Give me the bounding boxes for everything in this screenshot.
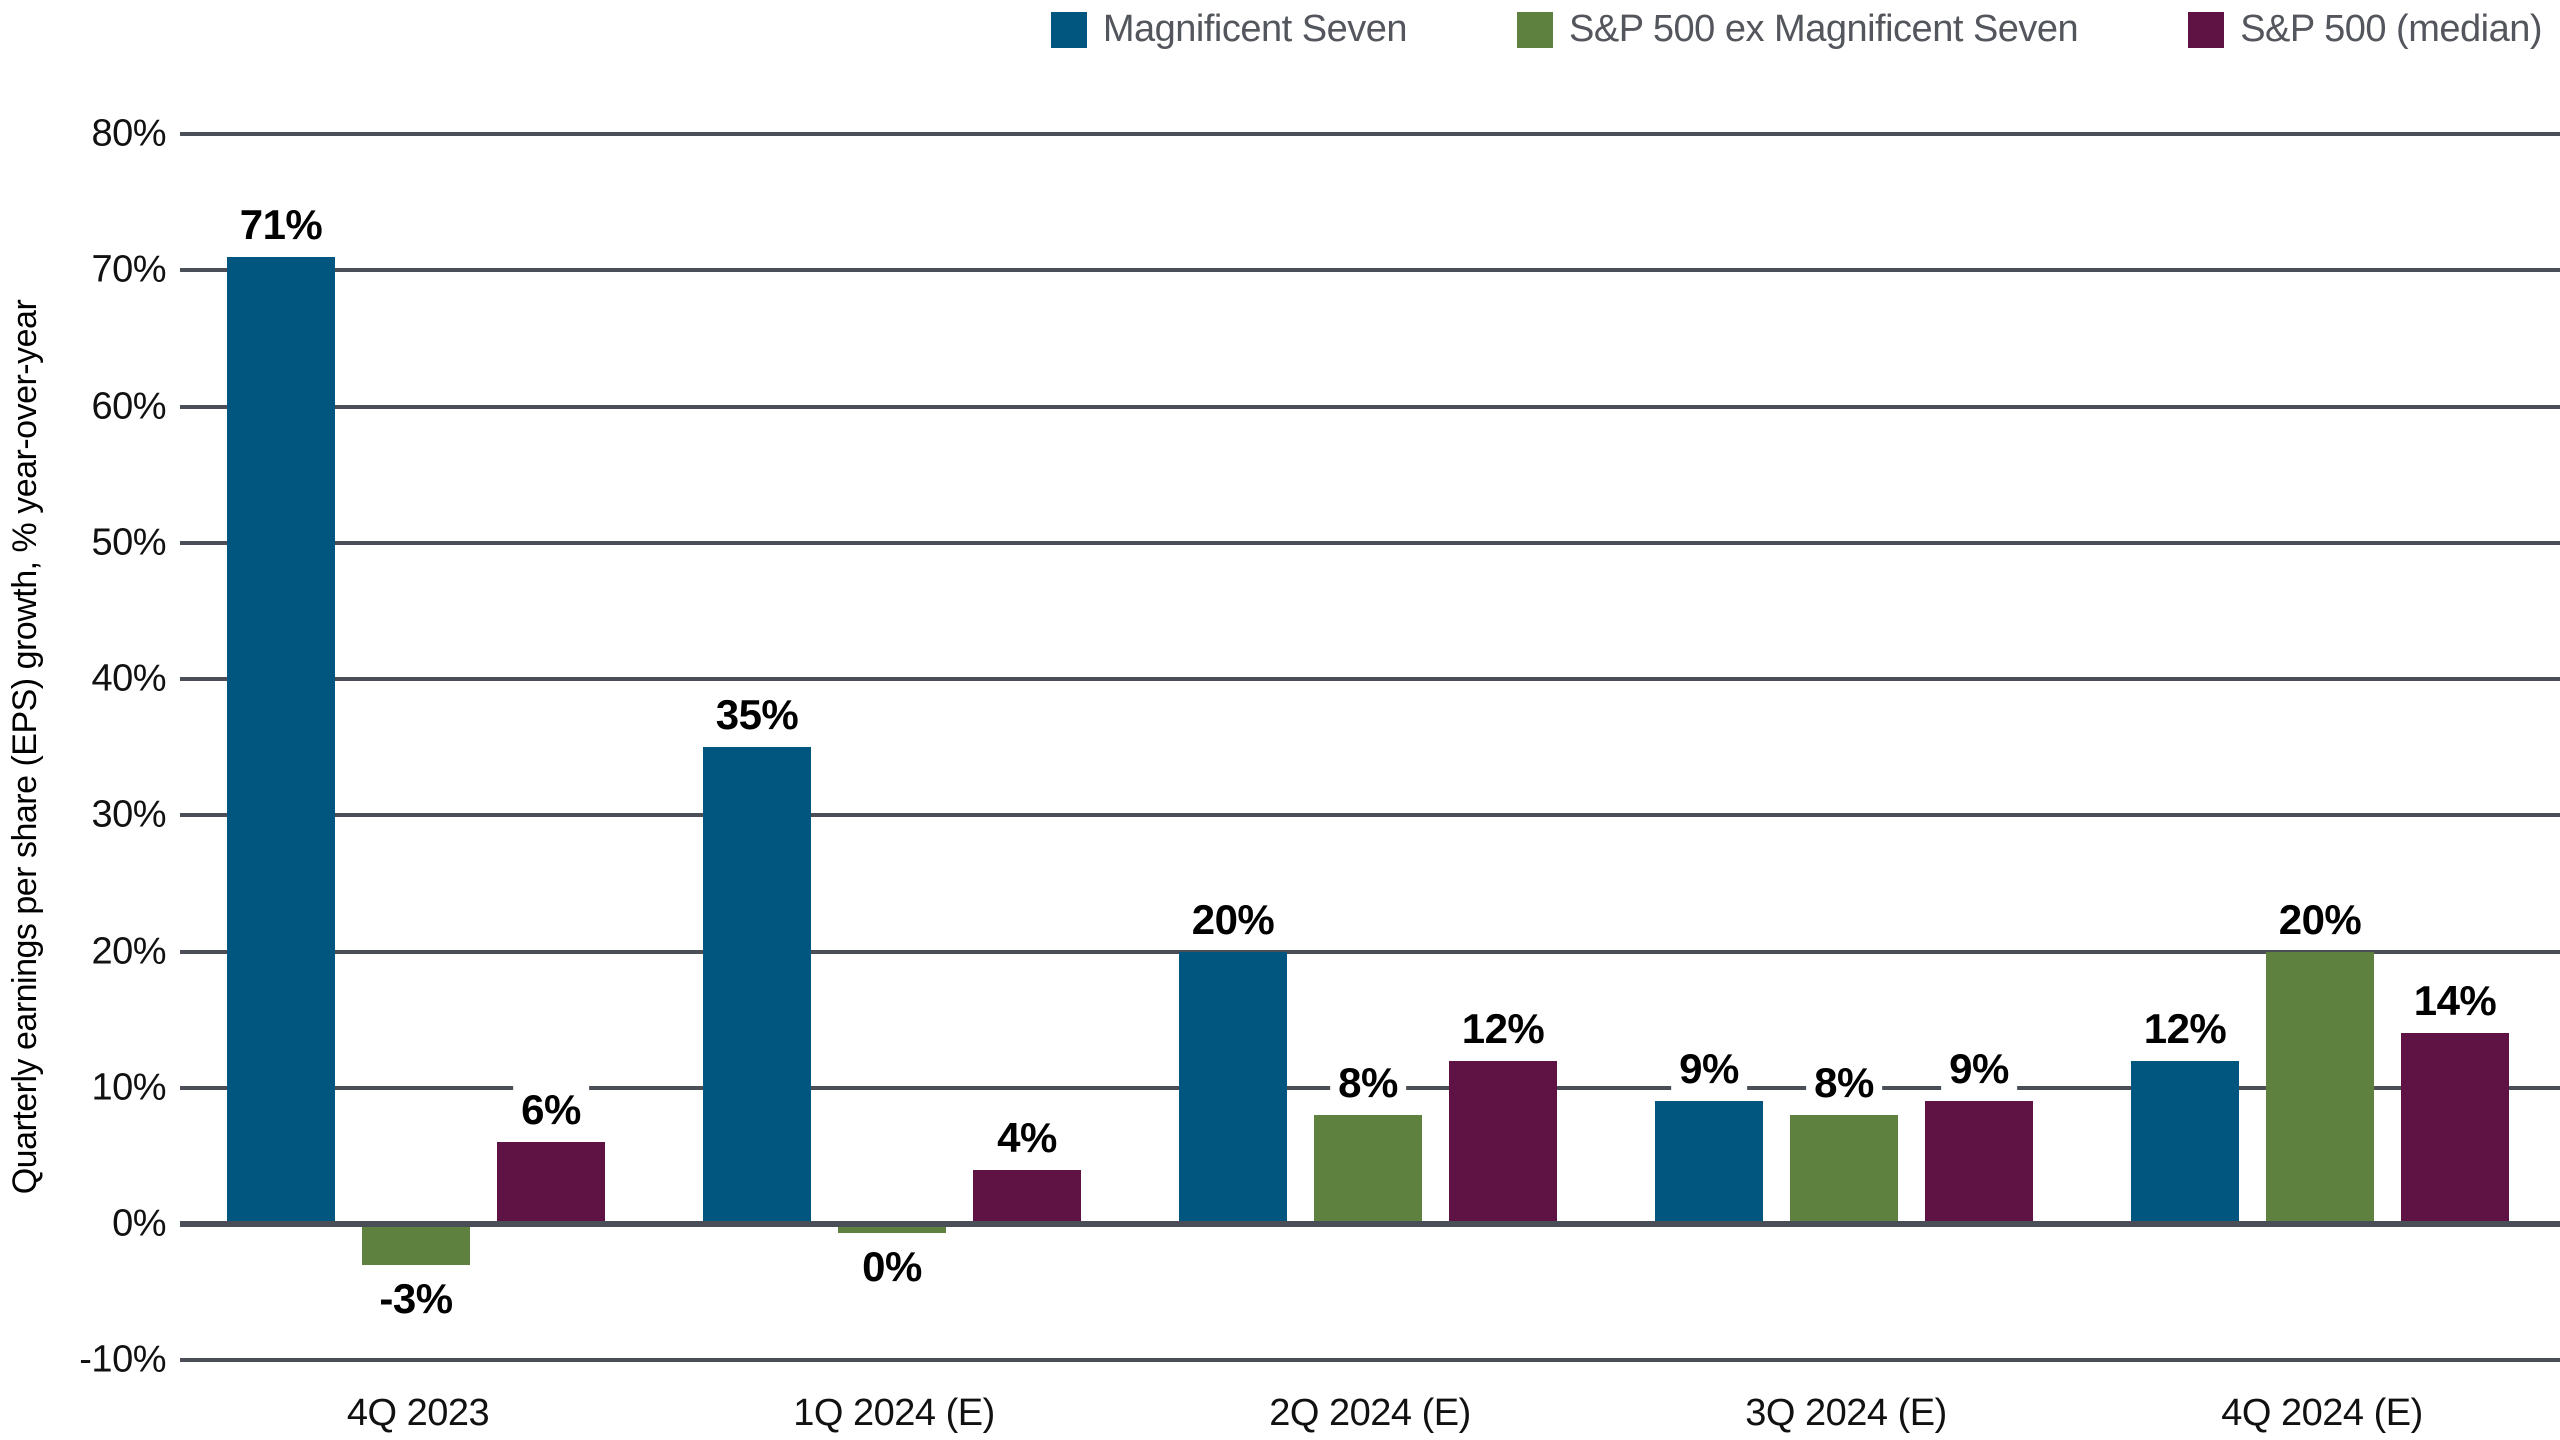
bar-s-p-500-median--2 [973,1169,1081,1224]
y-tick-label: 60% [91,385,166,427]
gridline [180,132,2560,136]
bar-value-label: -3% [371,1272,461,1325]
x-category-label: 4Q 2023 [346,1392,490,1434]
gridline [180,404,2560,409]
legend-label: S&P 500 ex Magnificent Seven [1569,8,2079,50]
y-tick-label: -10% [79,1338,166,1381]
bar-magnificent-seven-2 [703,747,811,1224]
bar-value-label: 20% [1183,893,1283,946]
x-axis-zero-line [180,1221,2560,1227]
bar-s-p-500-ex-magnificent-seven-1 [362,1224,470,1265]
bar-value-label: 8% [1330,1057,1406,1109]
legend-item-3: S&P 500 (median) [2188,8,2542,51]
bar-magnificent-seven-1 [227,256,335,1224]
x-category-label: 2Q 2024 (E) [1269,1392,1471,1434]
gridline [180,268,2560,273]
legend-swatch-icon [1050,11,1087,48]
gridline [180,677,2560,681]
y-tick-label: 40% [91,657,166,700]
y-axis-title: Quarterly earnings per share (EPS) growt… [6,299,44,1195]
bar-s-p-500-ex-magnificent-seven-3 [1314,1115,1422,1224]
bar-value-label: 4% [989,1111,1065,1164]
bar-value-label: 20% [2270,893,2370,946]
bar-value-label: 71% [231,198,331,251]
legend-swatch-icon [1517,11,1553,48]
legend-item-2: S&P 500 ex Magnificent Seven [1517,8,2079,51]
gridline [180,949,2560,954]
bar-value-label: 9% [1671,1043,1747,1096]
y-tick-label: 10% [91,1066,166,1109]
y-tick-label: 20% [91,930,166,972]
bar-s-p-500-median--3 [1449,1060,1557,1224]
bar-value-label: 35% [707,689,807,742]
bar-value-label: 14% [2405,975,2505,1028]
x-category-label: 4Q 2024 (E) [2221,1392,2423,1434]
y-tick-label: 70% [91,248,166,291]
gridline [180,813,2560,818]
y-tick-label: 50% [91,521,166,564]
bar-s-p-500-median--1 [497,1142,605,1224]
bar-value-label: 9% [1941,1043,2017,1096]
gridline [180,540,2560,545]
bar-value-label: 12% [1453,1002,1553,1055]
bar-magnificent-seven-5 [2131,1060,2239,1224]
y-tick-label: 30% [91,793,166,836]
bar-magnificent-seven-3 [1179,951,1287,1224]
bar-s-p-500-ex-magnificent-seven-2 [838,1227,946,1233]
gridline [180,1358,2560,1363]
bar-s-p-500-median--5 [2401,1033,2509,1224]
y-tick-label: 0% [112,1202,166,1245]
legend-label: S&P 500 (median) [2240,8,2542,50]
bar-value-label: 12% [2135,1002,2235,1055]
legend-swatch-icon [2188,11,2225,48]
bar-value-label: 6% [513,1084,589,1137]
legend: Magnificent Seven S&P 500 ex Magnificent … [1050,8,2542,51]
bar-value-label: 0% [854,1241,930,1293]
y-tick-label: 80% [91,112,166,155]
bar-value-label: 8% [1806,1057,1882,1109]
bar-s-p-500-ex-magnificent-seven-4 [1790,1115,1898,1224]
legend-label: Magnificent Seven [1102,8,1408,50]
bar-s-p-500-median--4 [1925,1101,2033,1224]
bar-magnificent-seven-4 [1655,1101,1763,1224]
bar-s-p-500-ex-magnificent-seven-5 [2266,951,2374,1224]
x-category-label: 1Q 2024 (E) [793,1392,995,1434]
x-category-label: 3Q 2024 (E) [1745,1392,1947,1434]
legend-item-1: Magnificent Seven [1050,8,1408,51]
